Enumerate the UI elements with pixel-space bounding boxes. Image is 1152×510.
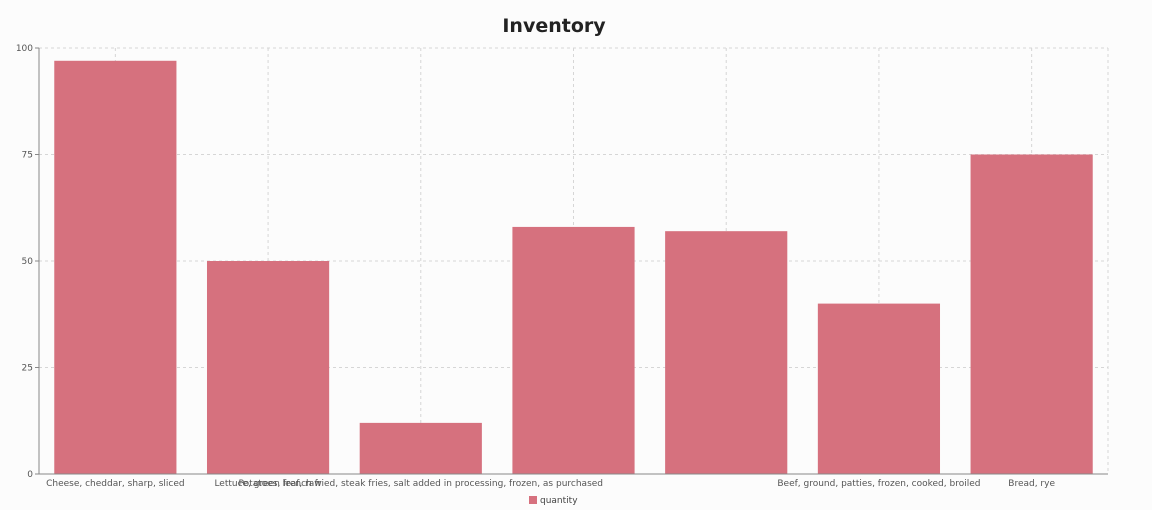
x-tick-label: Cheese, cheddar, sharp, sliced <box>46 479 185 489</box>
bar-quantity <box>817 303 941 474</box>
y-tick-label: 50 <box>22 257 34 267</box>
bar-quantity <box>512 226 635 474</box>
legend-swatch-quantity <box>529 496 537 504</box>
bar-layer <box>54 60 1093 474</box>
bar-quantity <box>54 60 177 474</box>
y-tick-label: 25 <box>22 364 33 374</box>
axis-layer: 0 25 50 75 100 Cheese, cheddar, sharp, sliced… <box>16 44 1108 489</box>
bar-quantity <box>970 154 1093 474</box>
y-tick-label: 75 <box>22 151 33 161</box>
bar-quantity <box>665 231 788 474</box>
x-tick-label: Potatoes, french fried, steak fries, sal… <box>239 479 603 489</box>
chart-title: Inventory <box>502 15 606 37</box>
legend-label-quantity: quantity <box>540 496 578 506</box>
y-tick-label: 0 <box>27 470 33 480</box>
x-tick-label: Lettuce, green leaf, raw <box>214 479 321 489</box>
bar-quantity <box>206 261 330 474</box>
y-tick-label: 100 <box>16 44 33 54</box>
x-tick-label: Beef, ground, patties, frozen, cooked, b… <box>777 479 980 489</box>
bar-quantity <box>359 422 482 474</box>
x-tick-label: Bread, rye <box>1008 479 1055 489</box>
legend: quantity <box>529 496 578 506</box>
